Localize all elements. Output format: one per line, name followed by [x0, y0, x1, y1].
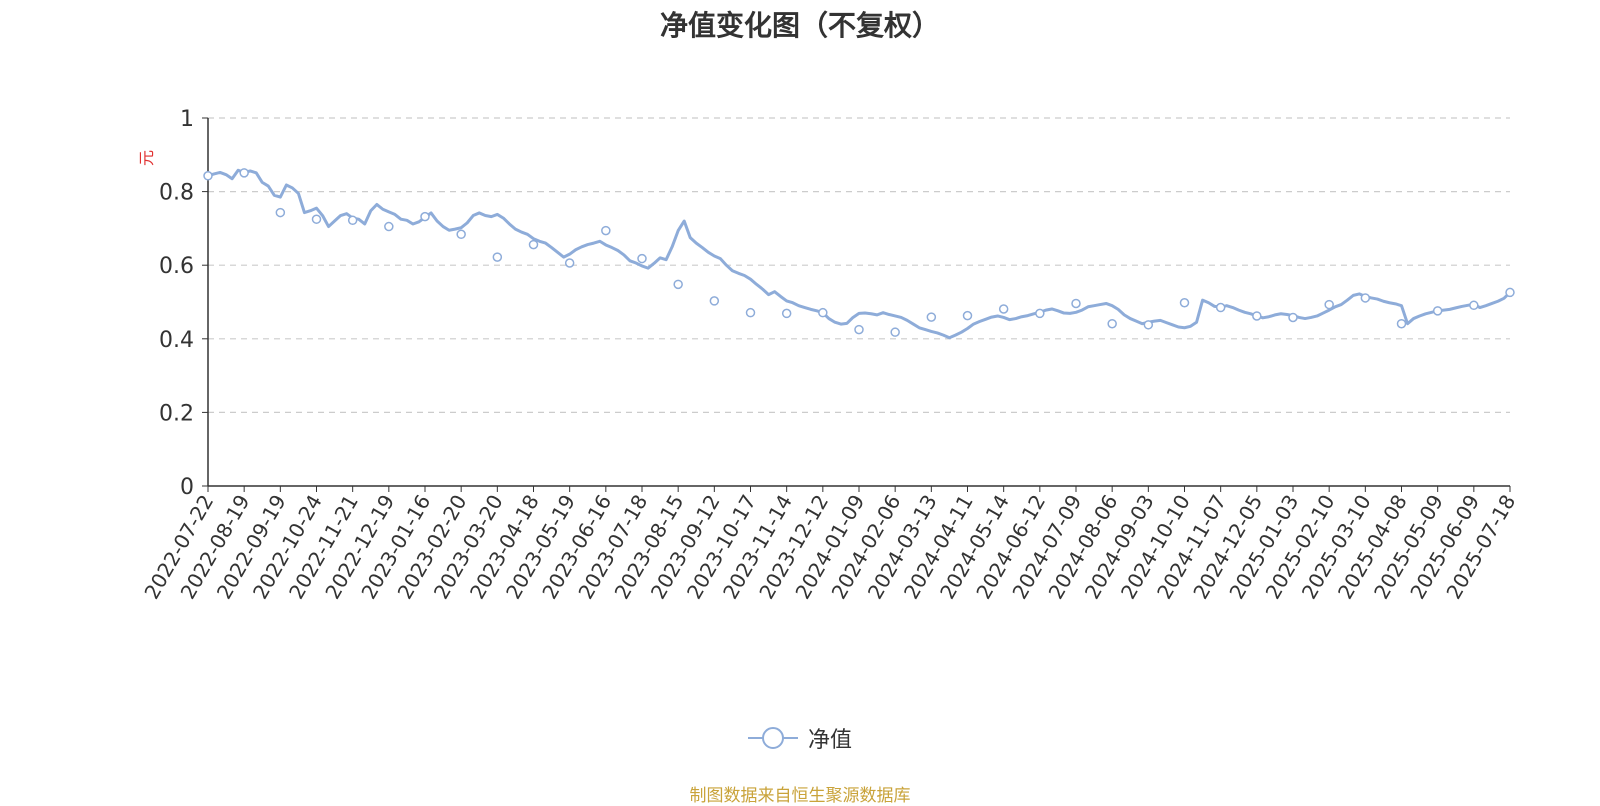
hollow-circle-line-icon	[747, 727, 798, 749]
legend-label: 净值	[807, 728, 852, 753]
y-tick-label: 0.2	[159, 401, 194, 426]
series-markers	[203, 168, 1515, 337]
data-point[interactable]	[998, 304, 1009, 314]
data-point[interactable]	[1360, 293, 1371, 303]
data-point[interactable]	[854, 324, 864, 335]
data-point[interactable]	[1179, 297, 1190, 308]
data-point[interactable]	[1252, 311, 1262, 321]
grid-lines	[208, 117, 1510, 413]
data-point[interactable]	[239, 168, 249, 178]
y-tick-label: 0.8	[159, 181, 194, 206]
y-tick-labels: 0 0.2 0.4 0.6 0.8 1	[159, 107, 208, 500]
chart-title: 净值变化图（不复权）	[659, 9, 940, 42]
data-point[interactable]	[818, 307, 828, 318]
axes	[207, 118, 1510, 487]
data-point[interactable]	[1035, 308, 1045, 319]
y-axis-label: 元	[137, 150, 156, 166]
data-point[interactable]	[637, 253, 647, 264]
data-point[interactable]	[926, 312, 937, 322]
data-point[interactable]	[1432, 306, 1443, 316]
data-point[interactable]	[492, 252, 503, 262]
data-point[interactable]	[1469, 300, 1479, 311]
data-point[interactable]	[1107, 318, 1117, 329]
data-point[interactable]	[890, 327, 900, 337]
y-tick-label: 0	[180, 475, 194, 500]
data-point[interactable]	[203, 171, 213, 181]
data-point[interactable]	[1288, 312, 1298, 323]
x-tick-labels: 2022-07-222022-08-192022-09-192022-10-24…	[139, 486, 1520, 603]
source-note: 制图数据来自恒生聚源数据库	[689, 786, 911, 806]
series-layer	[207, 168, 1512, 340]
data-point[interactable]	[745, 307, 756, 318]
data-point[interactable]	[1143, 320, 1154, 330]
legend[interactable]: 净值	[0, 722, 1600, 754]
data-point[interactable]	[1071, 298, 1081, 309]
data-point[interactable]	[781, 308, 792, 319]
data-point[interactable]	[275, 207, 286, 218]
data-point[interactable]	[1324, 299, 1334, 310]
data-point[interactable]	[709, 296, 720, 306]
data-point[interactable]	[1505, 287, 1515, 298]
data-point[interactable]	[311, 214, 322, 224]
data-point[interactable]	[384, 221, 394, 232]
data-point[interactable]	[564, 258, 575, 268]
data-point[interactable]	[601, 225, 611, 236]
data-point[interactable]	[456, 229, 466, 240]
data-point[interactable]	[1215, 302, 1226, 313]
series-line	[207, 168, 1512, 340]
y-tick-label: 0.6	[159, 254, 194, 279]
data-point[interactable]	[347, 215, 358, 226]
y-tick-label: 0.4	[159, 328, 194, 353]
y-tick-label: 1	[180, 107, 194, 132]
data-point[interactable]	[1396, 318, 1407, 329]
data-point[interactable]	[962, 310, 973, 321]
data-point[interactable]	[673, 279, 683, 290]
data-point[interactable]	[528, 239, 539, 250]
data-point[interactable]	[420, 211, 430, 222]
